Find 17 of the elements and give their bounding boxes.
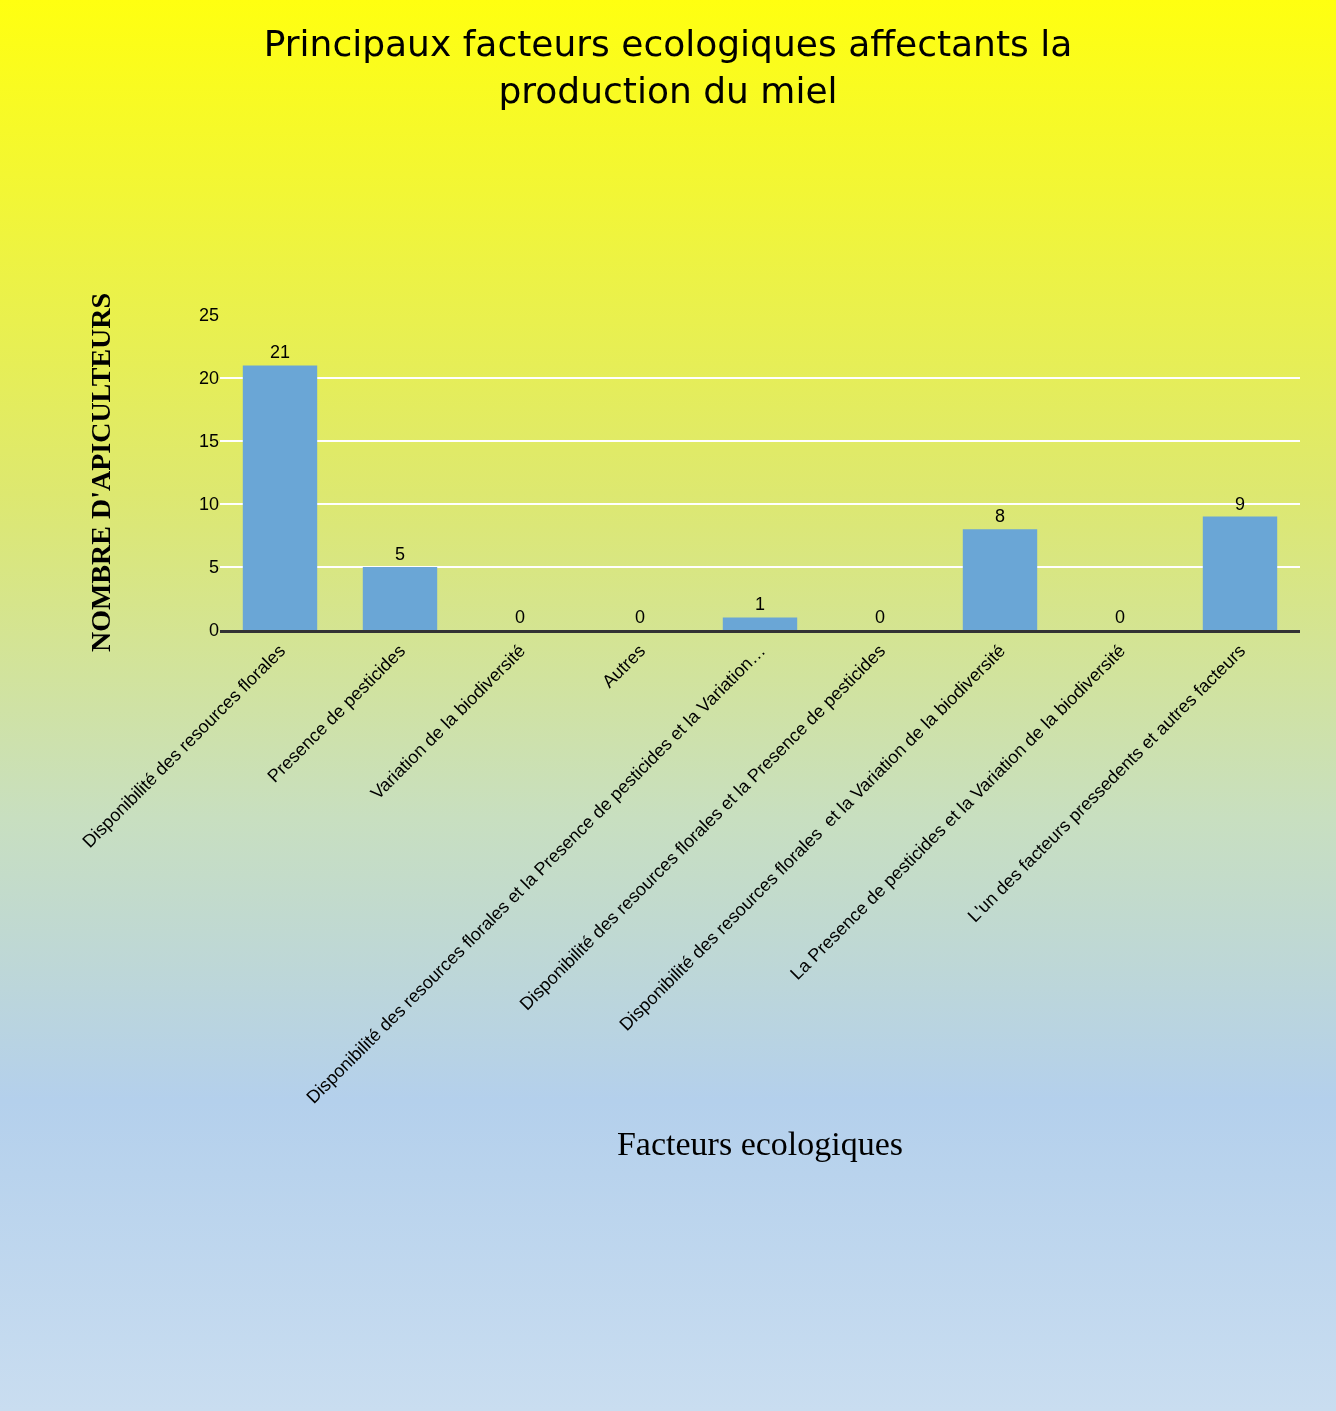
data-label: 0 bbox=[634, 607, 646, 627]
y-tick-label: 20 bbox=[198, 368, 219, 389]
data-label: 0 bbox=[1114, 607, 1126, 627]
y-tick-label: 25 bbox=[198, 305, 219, 326]
y-tick-label: 15 bbox=[198, 431, 219, 452]
data-label: 0 bbox=[514, 607, 526, 627]
data-label: 8 bbox=[994, 506, 1006, 527]
data-label: 0 bbox=[874, 607, 886, 627]
data-label: 1 bbox=[754, 594, 766, 615]
y-axis-title: NOMBRE D'APICULTEURS bbox=[84, 292, 116, 653]
y-tick-label: 10 bbox=[198, 494, 219, 515]
data-label: 21 bbox=[269, 342, 291, 363]
y-tick-label: 0 bbox=[208, 620, 219, 641]
data-label: 5 bbox=[394, 544, 406, 564]
x-axis-title: Facteurs ecologiques bbox=[616, 1124, 904, 1162]
chart-title: Principaux facteurs ecologiques affectants la production du miel bbox=[263, 23, 1073, 112]
y-tick-label: 5 bbox=[208, 557, 219, 578]
